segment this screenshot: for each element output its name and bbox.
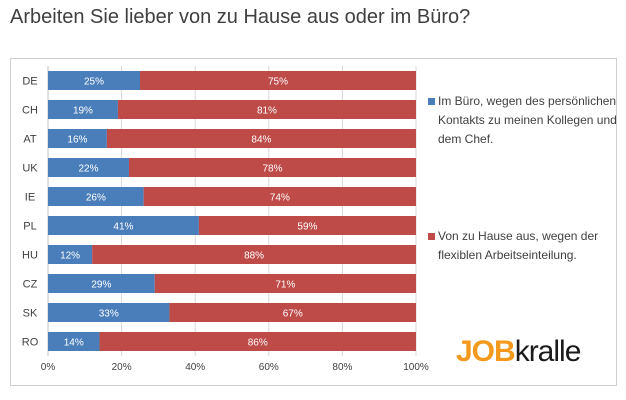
data-label: 75% [268,77,288,88]
x-tick-label: 40% [185,362,205,373]
bar-office [48,158,129,177]
bar-home [140,71,416,90]
bar-office [48,332,100,351]
legend-swatch-home [428,233,435,240]
legend-item-office: Im Büro, wegen des persönlichen Kontakts… [428,92,626,149]
bar-home [154,274,416,293]
data-label: 22% [78,164,98,175]
legend-swatch-office [428,98,435,105]
y-tick-label: CH [22,105,38,117]
data-label: 19% [73,106,93,117]
legend-label-office: Im Büro, wegen des persönlichen Kontakts… [438,94,617,146]
data-label: 71% [275,280,295,291]
y-tick-label: SK [23,308,38,320]
chart-title: Arbeiten Sie lieber von zu Hause aus ode… [10,6,471,28]
data-label: 84% [251,135,271,146]
data-label: 74% [270,193,290,204]
bar-home [128,158,416,177]
data-label: 88% [244,251,264,262]
data-label: 16% [67,135,87,146]
bar-office [48,216,199,235]
bar-office [48,274,155,293]
bar-office [48,303,170,322]
y-tick-label: RO [22,337,39,349]
bar-office [48,71,140,90]
data-label: 81% [257,106,277,117]
x-tick-label: 0% [41,362,56,373]
bar-home [106,129,416,148]
y-tick-label: HU [22,250,38,262]
y-tick-label: UK [22,163,38,175]
x-tick-label: 60% [259,362,279,373]
legend-label-home: Von zu Hause aus, wegen der flexiblen Ar… [438,229,599,262]
data-label: 29% [91,280,111,291]
y-tick-label: DE [22,76,37,88]
x-tick-label: 100% [403,362,429,373]
data-label: 26% [86,193,106,204]
legend-item-home: Von zu Hause aus, wegen der flexiblen Ar… [428,227,618,265]
bar-office [48,100,118,119]
chart-frame [10,58,617,386]
data-label: 25% [84,77,104,88]
data-label: 59% [297,222,317,233]
y-tick-label: AT [23,134,37,146]
data-label: 14% [64,338,84,349]
bar-home [169,303,416,322]
x-tick-label: 20% [112,362,132,373]
y-tick-label: CZ [23,279,38,291]
y-tick-label: PL [23,221,36,233]
bar-home [198,216,416,235]
bar-office [48,129,107,148]
data-label: 86% [248,338,268,349]
jobkralle-logo: JOBkralle [456,335,581,368]
data-label: 41% [113,222,133,233]
data-label: 67% [283,309,303,320]
bar-home [117,100,417,119]
data-label: 12% [60,251,80,262]
bar-home [92,245,416,264]
data-label: 78% [262,164,282,175]
y-tick-label: IE [25,192,35,204]
bar-home [143,187,416,206]
bar-office [48,245,93,264]
bar-office [48,187,144,206]
data-label: 33% [99,309,119,320]
bar-home [99,332,417,351]
x-tick-label: 80% [332,362,352,373]
